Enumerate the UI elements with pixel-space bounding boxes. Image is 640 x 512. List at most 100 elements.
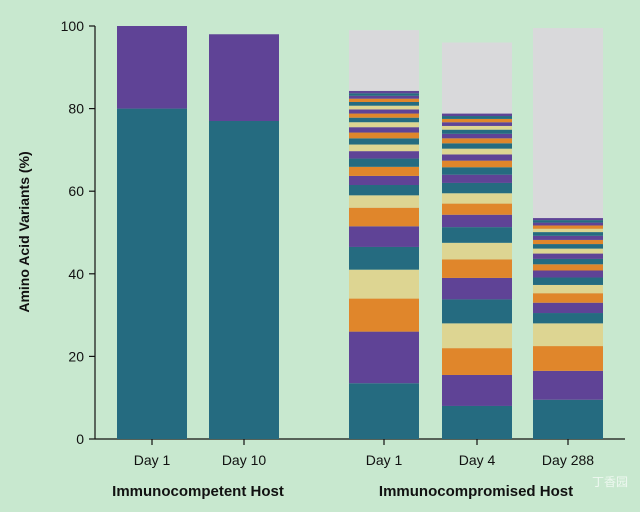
bar-segment [533, 302, 603, 314]
bar-stack [533, 28, 603, 439]
bar-segment [442, 174, 512, 183]
bar-remainder-segment [349, 30, 419, 91]
bar-segment [442, 259, 512, 278]
watermark-logo: 丁香园 [592, 475, 628, 489]
x-tick-label: Day 1 [134, 452, 171, 468]
bar-segment [349, 98, 419, 102]
bar-stack [442, 42, 512, 439]
bar-remainder-segment [442, 42, 512, 114]
x-tick-label: Day 1 [366, 452, 403, 468]
bar-segment [442, 160, 512, 168]
bar-segment [533, 244, 603, 249]
bar-segment [442, 118, 512, 123]
bar-segment [349, 109, 419, 114]
bar-segment [442, 167, 512, 175]
bar-segment [533, 235, 603, 240]
bar-segment [349, 151, 419, 159]
bar-segment [442, 125, 512, 130]
bar-segment [442, 348, 512, 375]
bar-segment [349, 269, 419, 299]
bar-segment [349, 105, 419, 110]
bar-stack [349, 30, 419, 439]
bar-segment [533, 284, 603, 294]
bar-stack [117, 26, 187, 439]
bar-segment [349, 298, 419, 332]
bar-stack [209, 34, 279, 440]
bar-segment [533, 264, 603, 271]
bar-segment [533, 218, 603, 221]
bar-segment [349, 117, 419, 123]
bar-segment [533, 293, 603, 303]
bar-segment [209, 120, 279, 440]
bar-segment [533, 232, 603, 236]
bar-segment [533, 277, 603, 285]
group-labels: Immunocompetent Host Immunocompromised Ho… [112, 483, 573, 500]
bar-segment [533, 399, 603, 439]
bar-segment [442, 113, 512, 117]
bar-segment [533, 239, 603, 245]
bar-segment [533, 222, 603, 226]
bar-segment [533, 220, 603, 223]
bar-segment [349, 383, 419, 439]
bar-segment [349, 132, 419, 139]
bar-segment [349, 195, 419, 208]
bar-segment [349, 331, 419, 384]
bar-segment [442, 374, 512, 406]
bar-segment [349, 207, 419, 227]
bar-segment [442, 277, 512, 300]
y-tick-label: 60 [68, 183, 84, 199]
bar-segment [442, 323, 512, 349]
bar-segment [442, 143, 512, 149]
bar-segment [349, 101, 419, 106]
bar-segment [442, 193, 512, 204]
bar-segment [533, 228, 603, 233]
group-label: Immunocompetent Host [112, 483, 284, 500]
bar-remainder-segment [533, 28, 603, 219]
x-tick-label: Day 10 [222, 452, 267, 468]
bar-segment [349, 90, 419, 94]
y-tick-label: 20 [68, 348, 84, 364]
y-axis: 0 20 40 60 80 100 [61, 18, 96, 447]
bar-segment [442, 133, 512, 139]
bar-segment [349, 166, 419, 176]
group-label: Immunocompromised Host [379, 483, 573, 500]
bar-segment [533, 313, 603, 324]
bar-segment [349, 144, 419, 152]
bar-segment [442, 203, 512, 215]
bar-segment [442, 116, 512, 119]
bar-segment [442, 227, 512, 243]
bar-segment [349, 185, 419, 196]
y-tick-label: 40 [68, 266, 84, 282]
bar-segment [349, 246, 419, 270]
bar-segment [533, 346, 603, 371]
bar-segment [349, 127, 419, 133]
x-tick-label: Day 288 [542, 452, 594, 468]
bar-segment [533, 370, 603, 400]
bar-segment [442, 148, 512, 155]
bar-segment [442, 182, 512, 194]
bar-segment [533, 270, 603, 278]
bar-segment [349, 122, 419, 128]
bar-segment [349, 226, 419, 247]
bar-segment [442, 122, 512, 126]
bar-segment [209, 34, 279, 121]
bar-segment [349, 158, 419, 167]
bar-segment [442, 214, 512, 228]
bar-segment [533, 248, 603, 254]
bar-segment [349, 93, 419, 96]
bars [117, 26, 603, 440]
bar-segment [442, 242, 512, 260]
bar-segment [533, 258, 603, 265]
bar-segment [349, 138, 419, 145]
bar-segment [533, 225, 603, 229]
y-axis-title: Amino Acid Variants (%) [16, 151, 32, 312]
bar-segment [442, 299, 512, 324]
bar-segment [117, 26, 187, 109]
y-tick-label: 0 [76, 431, 84, 447]
y-tick-label: 100 [61, 18, 85, 34]
bar-segment [533, 323, 603, 347]
bar-segment [442, 154, 512, 161]
bar-segment [349, 175, 419, 186]
bar-segment [533, 253, 603, 259]
